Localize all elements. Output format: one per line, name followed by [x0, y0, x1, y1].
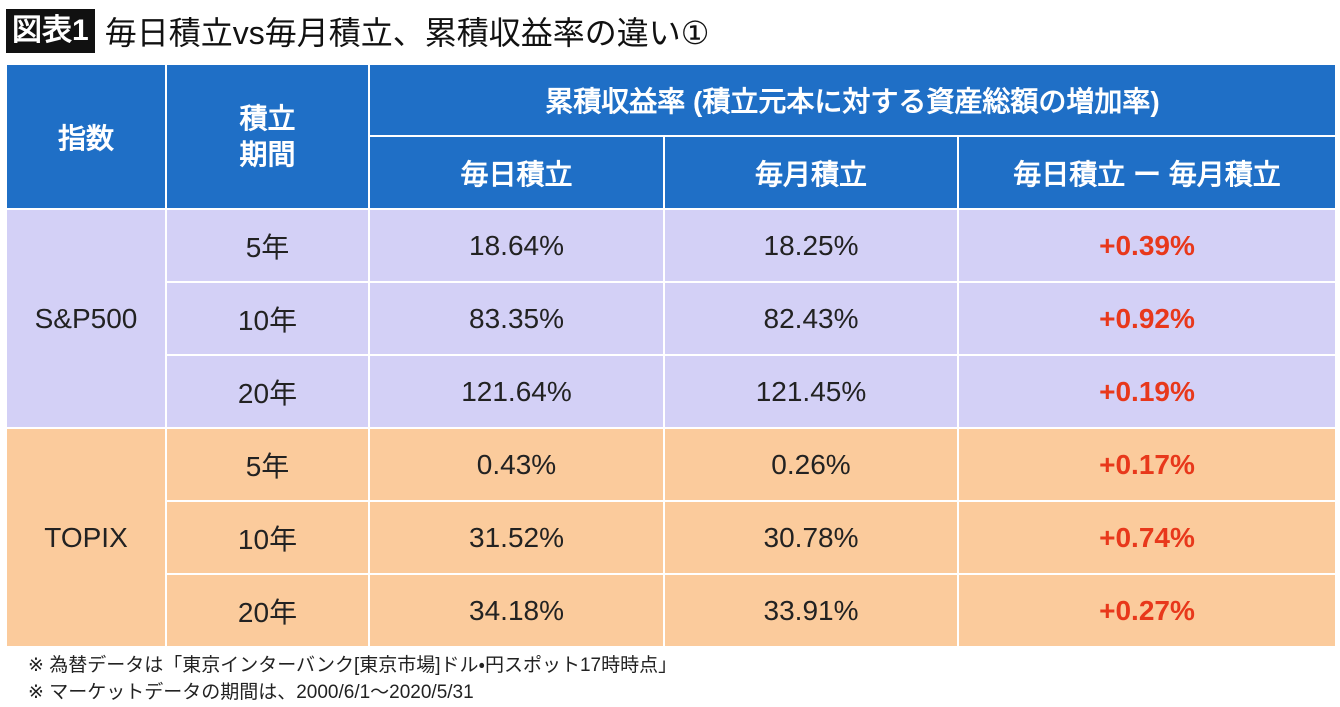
- title: 毎日積立vs毎月積立、累積収益率の違い①: [104, 15, 710, 51]
- cell: 0.43%: [368, 427, 665, 502]
- data-row: 10年 31.52% 30.78% +0.74%: [6, 500, 1337, 575]
- cell: 121.64%: [368, 354, 665, 429]
- note: ※ マーケットデータの期間は、2000/6/1～2020/5/31: [28, 682, 474, 703]
- header-cell: 毎日積立 ー 毎月積立: [957, 135, 1337, 210]
- header-line: 期間: [239, 138, 296, 170]
- cell: +0.27%: [957, 573, 1337, 648]
- header-row: 毎日積立 毎月積立 毎日積立 ー 毎月積立: [6, 135, 1337, 210]
- index-cell: S&P500: [5, 208, 167, 429]
- header-line: 積立: [239, 102, 296, 134]
- cell: +0.39%: [957, 208, 1337, 283]
- data-row: S&P500 5年 18.64% 18.25% +0.39%: [5, 208, 1337, 429]
- cell: 82.43%: [663, 281, 959, 356]
- cell: 34.18%: [368, 573, 665, 648]
- header-cell: 積立 期間: [165, 63, 370, 210]
- cell: 10年: [165, 500, 370, 575]
- cell: 18.25%: [663, 208, 959, 283]
- data-row: 20年 34.18% 33.91% +0.27%: [6, 573, 1337, 648]
- cell: 33.91%: [663, 573, 959, 648]
- header-row: 指数 積立 期間 累積収益率 (積立元本に対する資産総額の増加率): [5, 63, 1337, 210]
- data-row: 20年 121.64% 121.45% +0.19%: [6, 354, 1337, 429]
- cell: 18.64%: [368, 208, 665, 283]
- header-cell: 累積収益率 (積立元本に対する資産総額の増加率): [368, 63, 1337, 137]
- table: 指数 積立 期間 累積収益率 (積立元本に対する資産総額の増加率) 毎日積立 毎月積立 毎日…: [5, 63, 1337, 648]
- data-row: TOPIX 5年 0.43% 0.26% +0.17%: [5, 427, 1337, 648]
- cell: 121.45%: [663, 354, 959, 429]
- index-cell: TOPIX: [5, 427, 167, 648]
- cell: 31.52%: [368, 500, 665, 575]
- cell: 30.78%: [663, 500, 959, 575]
- note: ※ 為替データは「東京インターバンク[東京市場]ドル・円スポット17時時点」: [28, 655, 678, 676]
- cell: +0.17%: [957, 427, 1337, 502]
- badge: 図表1: [6, 9, 95, 53]
- cell: 10年: [165, 281, 370, 356]
- cell: 0.26%: [663, 427, 959, 502]
- cell: +0.92%: [957, 281, 1337, 356]
- cell: +0.19%: [957, 354, 1337, 429]
- header: 図表1 毎日積立vs毎月積立、累積収益率の違い①: [6, 8, 709, 54]
- header-cell: 指数: [5, 63, 167, 210]
- cell: 20年: [165, 354, 370, 429]
- header-cell: 毎月積立: [663, 135, 959, 210]
- cell: 5年: [165, 427, 370, 502]
- header-cell: 毎日積立: [368, 135, 665, 210]
- cell: +0.74%: [957, 500, 1337, 575]
- cell: 20年: [165, 573, 370, 648]
- data-row: 10年 83.35% 82.43% +0.92%: [6, 281, 1337, 356]
- notes: ※ 為替データは「東京インターバンク[東京市場]ドル・円スポット17時時点」 ※ …: [28, 652, 677, 706]
- cell: 5年: [165, 208, 370, 283]
- cell: 83.35%: [368, 281, 665, 356]
